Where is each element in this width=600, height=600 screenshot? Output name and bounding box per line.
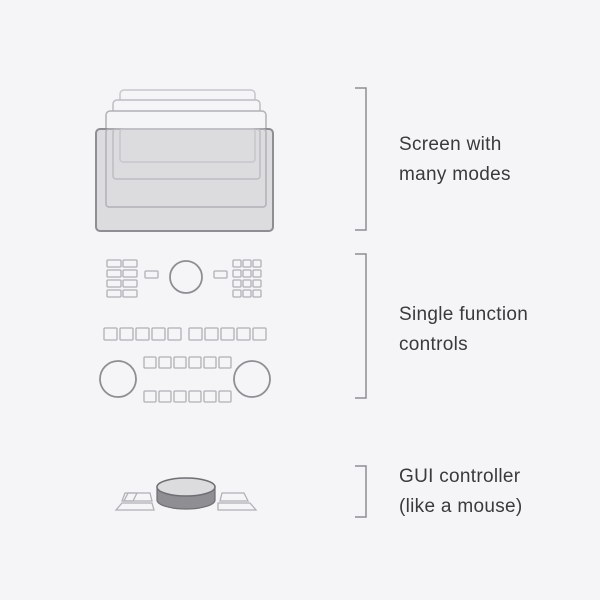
screen-stack-icon <box>95 89 274 232</box>
right-large-knob <box>233 360 271 398</box>
label-screen-line2: many modes <box>399 164 511 185</box>
gui-controller-icon <box>114 477 258 511</box>
bracket-gui <box>355 465 367 518</box>
bracket-screen <box>355 87 367 231</box>
middle-key-row <box>143 356 232 369</box>
right-buttons <box>217 492 258 511</box>
right-small-key <box>213 270 228 279</box>
key-row <box>103 327 267 341</box>
screen-inner-3 <box>119 128 256 163</box>
label-screen: Screen with many modes <box>399 130 511 190</box>
right-keypad <box>232 259 262 298</box>
label-controls-line1: Single function <box>399 304 529 325</box>
screen-front <box>95 128 274 232</box>
bottom-key-row <box>143 390 232 403</box>
left-large-knob <box>99 360 137 398</box>
label-controls: Single function controls <box>399 300 528 360</box>
left-buttons <box>114 492 155 511</box>
bracket-lines <box>355 87 367 518</box>
control-panel-icon <box>99 259 271 403</box>
label-gui: GUI controller (like a mouse) <box>399 462 523 522</box>
puck-knob <box>156 477 216 510</box>
bracket-controls <box>355 253 367 399</box>
label-gui-line2: (like a mouse) <box>399 496 523 517</box>
center-knob <box>169 260 203 294</box>
label-screen-line1: Screen with <box>399 134 502 155</box>
left-small-key <box>144 270 159 279</box>
left-keypad <box>106 259 138 298</box>
label-controls-line2: controls <box>399 334 468 355</box>
label-gui-line1: GUI controller <box>399 466 521 487</box>
